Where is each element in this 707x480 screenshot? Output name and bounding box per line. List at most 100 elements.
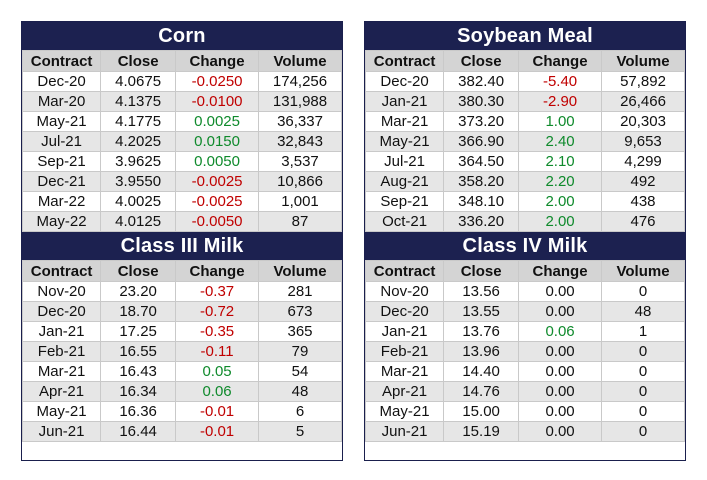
- cell-contract: Jul-21: [364, 151, 445, 172]
- cell-contract: Dec-20: [21, 301, 102, 322]
- class-iv-milk-table: Contract Close Change Volume Nov-20 13.56…: [364, 260, 685, 442]
- table-row: Aug-21 358.20 2.20 492: [364, 171, 685, 192]
- cell-change: 2.40: [518, 131, 603, 152]
- col-change-header: Change: [518, 50, 603, 72]
- cell-volume: 87: [258, 211, 342, 232]
- cell-change: 2.10: [518, 151, 603, 172]
- cell-change: 0.00: [518, 361, 603, 382]
- cell-change: -0.0050: [175, 211, 260, 232]
- cell-change: 1.00: [518, 111, 603, 132]
- cell-contract: Jun-21: [21, 421, 102, 442]
- table-row: Dec-21 3.9550 -0.0025 10,866: [21, 171, 342, 192]
- cell-contract: Mar-21: [364, 111, 445, 132]
- table-row: Jun-21 16.44 -0.01 5: [21, 421, 342, 442]
- cell-volume: 0: [601, 401, 685, 422]
- table-row: Apr-21 16.34 0.06 48: [21, 381, 342, 402]
- cell-volume: 10,866: [258, 171, 342, 192]
- soybean-meal-header-row: Contract Close Change Volume: [364, 50, 685, 72]
- col-close-header: Close: [100, 50, 177, 72]
- cell-close: 358.20: [443, 171, 520, 192]
- cell-contract: May-21: [364, 401, 445, 422]
- table-row: May-21 366.90 2.40 9,653: [364, 131, 685, 152]
- table-row: May-21 4.1775 0.0025 36,337: [21, 111, 342, 132]
- cell-contract: Jan-21: [364, 91, 445, 112]
- col-change-header: Change: [175, 50, 260, 72]
- cell-volume: 1,001: [258, 191, 342, 212]
- cell-close: 4.0025: [100, 191, 177, 212]
- cell-close: 336.20: [443, 211, 520, 232]
- col-close-header: Close: [443, 50, 520, 72]
- cell-contract: Nov-20: [21, 281, 102, 302]
- soybean-meal-title: Soybean Meal: [365, 22, 685, 50]
- class-iii-milk-title: Class III Milk: [22, 232, 342, 260]
- table-row: Jan-21 380.30 -2.90 26,466: [364, 91, 685, 112]
- table-row: Sep-21 348.10 2.00 438: [364, 191, 685, 212]
- cell-change: -5.40: [518, 71, 603, 92]
- cell-close: 13.96: [443, 341, 520, 362]
- class-iii-milk-section: Class III Milk Contract Close Change Vol…: [21, 232, 342, 442]
- cell-close: 4.0125: [100, 211, 177, 232]
- cell-change: -0.01: [175, 421, 260, 442]
- cell-close: 13.76: [443, 321, 520, 342]
- table-row: Mar-20 4.1375 -0.0100 131,988: [21, 91, 342, 112]
- cell-volume: 0: [601, 341, 685, 362]
- cell-contract: Mar-22: [21, 191, 102, 212]
- class-iv-milk-title: Class IV Milk: [365, 232, 685, 260]
- col-volume-header: Volume: [258, 50, 342, 72]
- table-row: Mar-21 16.43 0.05 54: [21, 361, 342, 382]
- table-row: Nov-20 13.56 0.00 0: [364, 281, 685, 302]
- cell-volume: 174,256: [258, 71, 342, 92]
- cell-contract: Apr-21: [21, 381, 102, 402]
- cell-contract: Oct-21: [364, 211, 445, 232]
- cell-close: 4.1375: [100, 91, 177, 112]
- right-panel: Soybean Meal Contract Close Change Volum…: [364, 21, 686, 461]
- cell-contract: Mar-20: [21, 91, 102, 112]
- cell-change: -0.11: [175, 341, 260, 362]
- table-row: Mar-21 373.20 1.00 20,303: [364, 111, 685, 132]
- cell-contract: Sep-21: [364, 191, 445, 212]
- cell-contract: Sep-21: [21, 151, 102, 172]
- corn-header-row: Contract Close Change Volume: [21, 50, 342, 72]
- cell-change: 2.20: [518, 171, 603, 192]
- cell-close: 4.0675: [100, 71, 177, 92]
- cell-volume: 365: [258, 321, 342, 342]
- cell-volume: 6: [258, 401, 342, 422]
- cell-volume: 476: [601, 211, 685, 232]
- left-panel: Corn Contract Close Change Volume Dec-20…: [21, 21, 343, 461]
- class-iv-milk-header-row: Contract Close Change Volume: [364, 260, 685, 282]
- cell-close: 373.20: [443, 111, 520, 132]
- class-iii-milk-header-row: Contract Close Change Volume: [21, 260, 342, 282]
- cell-contract: Jul-21: [21, 131, 102, 152]
- cell-contract: Nov-20: [364, 281, 445, 302]
- table-row: Mar-22 4.0025 -0.0025 1,001: [21, 191, 342, 212]
- col-change-header: Change: [518, 260, 603, 282]
- cell-contract: May-22: [21, 211, 102, 232]
- cell-volume: 36,337: [258, 111, 342, 132]
- cell-change: -0.01: [175, 401, 260, 422]
- cell-volume: 26,466: [601, 91, 685, 112]
- cell-volume: 79: [258, 341, 342, 362]
- cell-volume: 0: [601, 421, 685, 442]
- cell-volume: 48: [601, 301, 685, 322]
- cell-close: 16.55: [100, 341, 177, 362]
- class-iv-milk-section: Class IV Milk Contract Close Change Volu…: [364, 232, 685, 442]
- cell-change: 0.00: [518, 341, 603, 362]
- cell-change: 0.06: [518, 321, 603, 342]
- cell-volume: 0: [601, 381, 685, 402]
- col-volume-header: Volume: [601, 50, 685, 72]
- cell-contract: May-21: [364, 131, 445, 152]
- col-close-header: Close: [443, 260, 520, 282]
- col-contract-header: Contract: [364, 260, 445, 282]
- cell-close: 364.50: [443, 151, 520, 172]
- cell-close: 348.10: [443, 191, 520, 212]
- cell-change: 0.05: [175, 361, 260, 382]
- cell-contract: Jan-21: [364, 321, 445, 342]
- cell-volume: 0: [601, 281, 685, 302]
- cell-volume: 20,303: [601, 111, 685, 132]
- cell-volume: 1: [601, 321, 685, 342]
- cell-close: 380.30: [443, 91, 520, 112]
- cell-volume: 57,892: [601, 71, 685, 92]
- cell-volume: 0: [601, 361, 685, 382]
- cell-change: 0.06: [175, 381, 260, 402]
- cell-close: 16.36: [100, 401, 177, 422]
